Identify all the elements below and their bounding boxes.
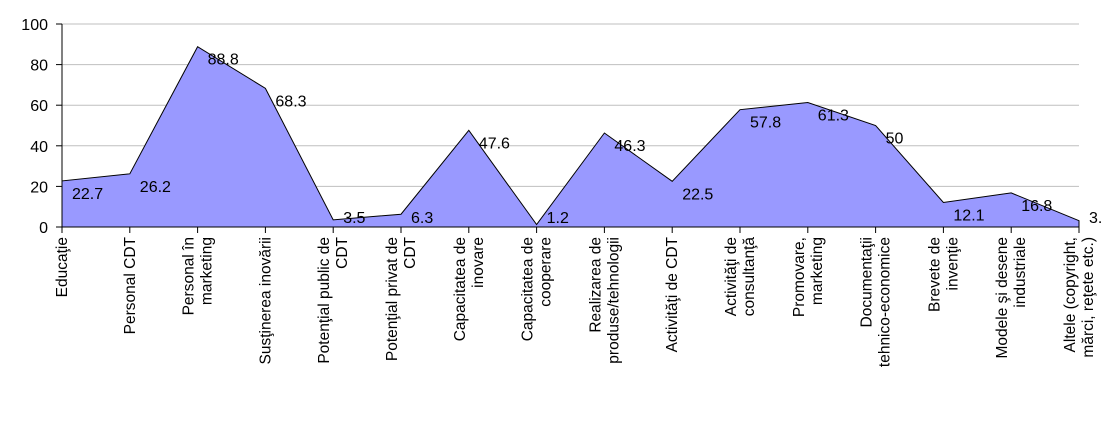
data-label: 61.3: [818, 108, 849, 125]
x-tick-label-line: Brevete de: [926, 237, 943, 312]
x-tick-label: Personal CDT: [122, 236, 139, 334]
x-tick-label-line: mărci, reţete etc.): [1080, 237, 1097, 358]
x-tick-label: Capacitatea de cooperare: [520, 237, 555, 341]
data-labels: 22.7 26.2 88.8 68.3 3.5 6.3 47.6 1.2 46.3 22.5 57.…: [72, 52, 1103, 227]
x-tick-label-line: marketing: [809, 237, 826, 305]
data-label: 47.6: [479, 135, 510, 152]
x-tick-label-line: CDT: [402, 236, 419, 268]
x-tick-label: Capacitatea de inovare: [452, 237, 487, 341]
y-tick-label: 0: [39, 220, 48, 237]
x-tick-label-line: Activităţi de CDT: [664, 236, 681, 352]
data-label: 16.8: [1021, 198, 1052, 215]
area-series-fill: [61, 46, 1080, 228]
data-label: 3.5: [343, 210, 365, 227]
x-tick-label: Susţinerea inovării: [257, 237, 274, 365]
data-label: 26.2: [140, 179, 171, 196]
x-tick-label-line: industriale: [1012, 237, 1029, 308]
x-tick-label-line: tehnico-economice: [877, 237, 894, 367]
x-tick-label: Activităţi de CDT: [664, 236, 681, 352]
y-axis-ticks: 0 20 40 60 80 100: [21, 17, 62, 237]
y-tick-label: 100: [21, 17, 48, 34]
x-tick-label-line: Personal CDT: [122, 236, 139, 334]
y-tick-label: 60: [30, 98, 48, 115]
x-tick-label-line: Modele şi desene: [994, 237, 1011, 359]
y-tick-label: 80: [30, 58, 48, 75]
y-tick-label: 40: [30, 139, 48, 156]
x-tick-label: Altele (copyright, mărci, reţete etc.): [1062, 237, 1097, 358]
x-tick-label: Promovare, marketing: [791, 237, 826, 317]
x-tick-label: Brevete de invenţie: [926, 237, 961, 312]
x-tick-label-line: Activităţi de: [723, 237, 740, 316]
data-label: 1.2: [547, 210, 569, 227]
data-label: 3.1: [1089, 210, 1103, 227]
x-tick-label: Activităţi de consultanţă: [723, 237, 758, 317]
x-tick-label-line: Documentaţii: [859, 237, 876, 327]
x-tick-label: Personal în marketing: [181, 237, 216, 315]
data-label: 12.1: [953, 207, 984, 224]
x-tick-label-line: Personal în: [181, 237, 198, 315]
data-label: 6.3: [411, 210, 433, 227]
data-label: 57.8: [750, 115, 781, 132]
data-label: 68.3: [275, 93, 306, 110]
x-tick-label-line: Promovare,: [791, 237, 808, 317]
x-tick-label-line: Educaţie: [54, 237, 71, 297]
y-tick-label: 20: [30, 179, 48, 196]
x-tick-label-line: marketing: [199, 237, 216, 305]
x-tick-label-line: Potenţial privat de: [384, 237, 401, 361]
data-label: 22.7: [72, 186, 103, 203]
x-tick-label-line: Capacitatea de: [452, 237, 469, 341]
x-tick-label-line: Susţinerea inovării: [257, 237, 274, 365]
x-tick-label-line: Potenţial public de: [316, 237, 333, 364]
x-axis-ticks: Educaţie Personal CDT Personal în marketing…: [54, 227, 1097, 367]
x-tick-label: Educaţie: [54, 237, 71, 297]
x-tick-label-line: invenţie: [944, 237, 961, 290]
x-tick-label-line: consultanţă: [741, 237, 758, 317]
data-label: 50: [886, 131, 904, 148]
data-label: 88.8: [208, 52, 239, 69]
area-series: [61, 46, 1080, 228]
x-tick-label-line: produse/tehnologii: [605, 237, 622, 364]
data-label: 46.3: [614, 138, 645, 155]
x-tick-label-line: Capacitatea de: [520, 237, 537, 341]
x-tick-label: Potenţial public de CDT: [316, 236, 351, 363]
x-tick-label: Documentaţii tehnico-economice: [859, 237, 894, 367]
x-tick-label-line: Altele (copyright,: [1062, 237, 1079, 352]
x-tick-label: Potenţial privat de CDT: [384, 236, 419, 361]
x-tick-label-line: CDT: [334, 236, 351, 268]
x-tick-label: Realizarea de produse/tehnologii: [587, 237, 622, 364]
data-label: 22.5: [682, 186, 713, 203]
x-tick-label-line: cooperare: [538, 237, 555, 307]
axes: [61, 24, 1079, 228]
x-tick-label-line: Realizarea de: [587, 237, 604, 333]
x-tick-label: Modele şi desene industriale: [994, 237, 1029, 359]
x-tick-label-line: inovare: [470, 237, 487, 288]
